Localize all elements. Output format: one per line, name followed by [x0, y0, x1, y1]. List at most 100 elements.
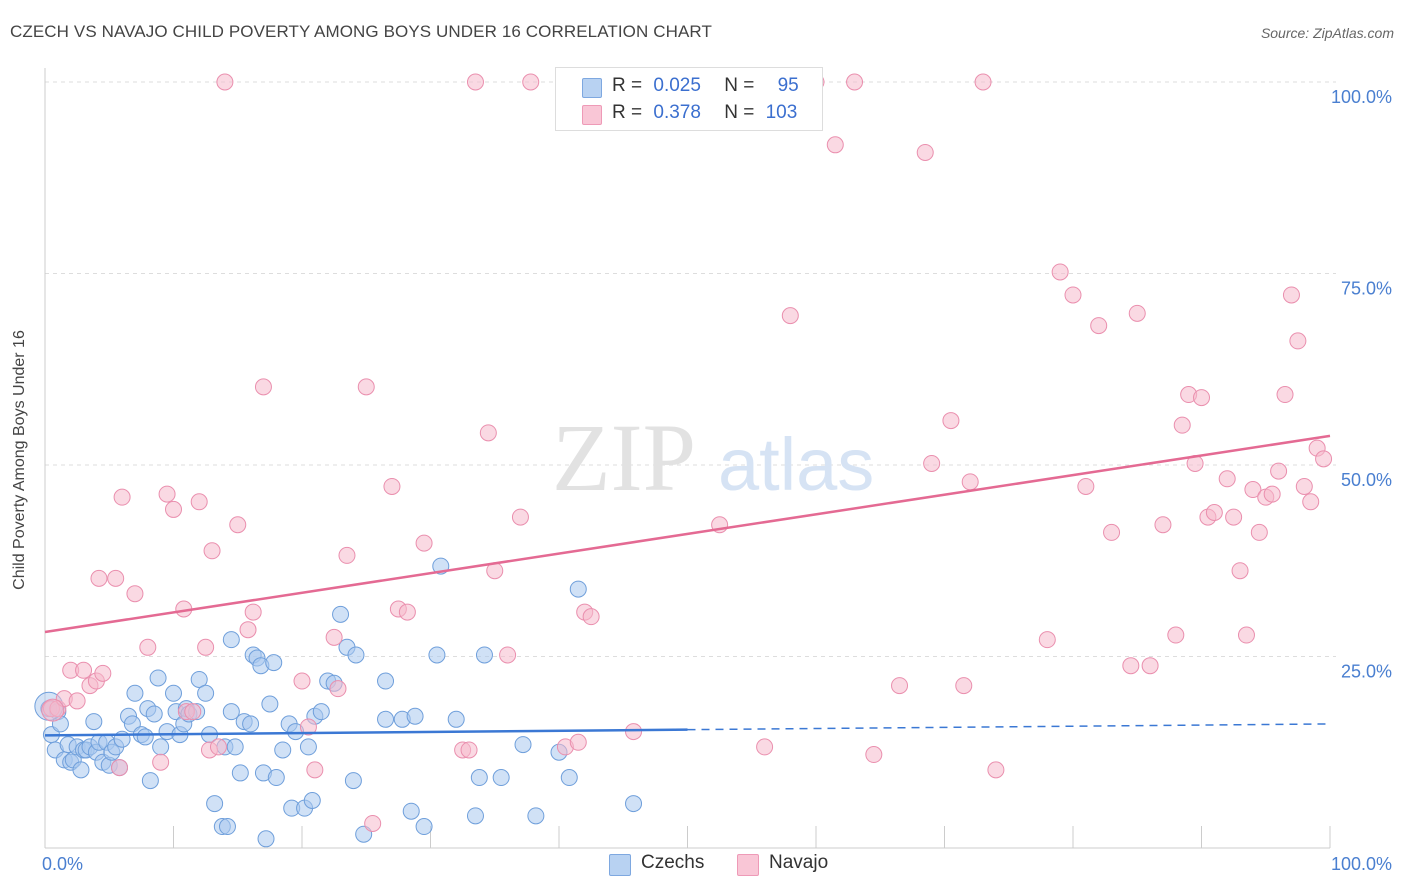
point-navajo-46 — [479, 424, 497, 442]
y-axis-label: Child Poverty Among Boys Under 16 — [11, 330, 28, 590]
legend-r-label: R = — [612, 102, 643, 123]
watermark-atlas: atlas — [718, 423, 874, 506]
point-navajo-88 — [1205, 503, 1223, 521]
legend-r-value-czechs: 0.025 — [653, 75, 701, 96]
point-czechs-31 — [145, 705, 163, 723]
watermark-zip: ZIP — [552, 404, 696, 511]
point-czechs-90 — [492, 769, 510, 787]
point-navajo-102 — [1302, 493, 1320, 511]
point-czechs-78 — [377, 672, 395, 690]
point-navajo-73 — [1051, 263, 1069, 281]
point-czechs-68 — [303, 792, 321, 810]
point-czechs-42 — [190, 670, 208, 688]
point-navajo-71 — [987, 761, 1005, 779]
point-czechs-30 — [141, 772, 159, 790]
bottom-legend-label-czechs: Czechs — [641, 852, 705, 873]
point-czechs-92 — [527, 807, 545, 825]
point-czechs-28 — [136, 728, 154, 746]
point-navajo-96 — [1263, 485, 1281, 503]
point-czechs-94 — [569, 580, 587, 598]
point-czechs-33 — [152, 738, 170, 756]
bottom-legend-swatch-navajo — [737, 854, 759, 876]
legend-swatch-navajo — [582, 105, 602, 125]
point-czechs-60 — [265, 654, 283, 672]
legend-n-value-czechs: 95 — [777, 75, 799, 96]
point-navajo-26 — [216, 73, 234, 91]
point-navajo-17 — [165, 500, 182, 518]
bottom-legend-label-navajo: Navajo — [769, 852, 829, 873]
point-navajo-10 — [107, 569, 125, 587]
point-czechs-32 — [149, 669, 167, 687]
point-navajo-31 — [293, 672, 311, 690]
point-navajo-91 — [1231, 562, 1249, 580]
point-czechs-50 — [226, 738, 244, 756]
point-navajo-90 — [1225, 508, 1243, 526]
point-navajo-89 — [1218, 470, 1236, 488]
point-navajo-67 — [942, 412, 960, 430]
point-navajo-28 — [239, 621, 257, 639]
point-navajo-86 — [1193, 389, 1210, 407]
point-navajo-77 — [1103, 523, 1121, 541]
point-czechs-35 — [165, 684, 182, 702]
point-navajo-13 — [126, 585, 144, 603]
watermark: ZIP atlas — [552, 404, 874, 511]
point-czechs-67 — [299, 738, 317, 756]
point-navajo-52 — [569, 733, 587, 751]
point-czechs-88 — [470, 769, 488, 787]
point-czechs-91 — [514, 736, 532, 754]
point-navajo-104 — [1315, 450, 1333, 468]
grid-lines — [45, 81, 1336, 657]
point-navajo-78 — [1122, 657, 1140, 675]
point-czechs-95 — [560, 769, 578, 787]
point-czechs-10 — [72, 761, 90, 779]
point-czechs-53 — [242, 715, 260, 733]
point-navajo-42 — [415, 534, 433, 552]
point-czechs-79 — [377, 710, 395, 728]
point-czechs-59 — [261, 695, 279, 713]
series-czechs-points — [34, 557, 643, 848]
point-czechs-61 — [267, 769, 285, 787]
point-navajo-80 — [1141, 657, 1159, 675]
point-navajo-cluster — [41, 698, 65, 722]
tick-labels: 25.0% 50.0% 75.0% 100.0% 0.0% 100.0% — [42, 87, 1392, 874]
point-navajo-30 — [254, 378, 272, 396]
correlation-legend: R = 0.025 N = 95 R = 0.378 N = 103 — [555, 67, 823, 131]
point-navajo-16 — [158, 485, 176, 503]
point-navajo-101 — [1295, 477, 1313, 495]
point-navajo-76 — [1090, 317, 1108, 335]
point-navajo-63 — [865, 746, 883, 764]
point-czechs-82 — [406, 707, 424, 725]
point-czechs-14 — [85, 713, 103, 731]
point-navajo-27 — [229, 516, 247, 534]
point-czechs-87 — [466, 807, 484, 825]
point-czechs-76 — [347, 646, 365, 664]
point-navajo-62 — [846, 73, 864, 91]
point-navajo-20 — [184, 703, 202, 721]
point-navajo-32 — [299, 718, 317, 736]
point-navajo-75 — [1077, 477, 1095, 495]
point-czechs-81 — [402, 802, 420, 820]
point-navajo-66 — [923, 454, 941, 472]
point-navajo-83 — [1173, 416, 1191, 434]
y-tick-label-50: 50.0% — [1341, 470, 1392, 490]
point-navajo-58 — [756, 738, 774, 756]
point-navajo-37 — [357, 378, 375, 396]
point-navajo-34 — [325, 628, 343, 646]
point-navajo-29 — [244, 603, 262, 621]
point-navajo-64 — [891, 677, 909, 695]
point-czechs-96 — [625, 795, 643, 813]
point-czechs-26 — [126, 684, 144, 702]
point-czechs-62 — [274, 741, 292, 759]
legend-r-label: R = — [612, 75, 643, 96]
legend-n-label: N = — [724, 75, 755, 96]
trend-line-navajo — [44, 434, 1331, 634]
y-tick-label-75: 75.0% — [1341, 279, 1392, 299]
point-navajo-22 — [197, 638, 215, 656]
point-navajo-93 — [1244, 481, 1262, 499]
x-tick-label-0: 0.0% — [42, 854, 83, 874]
point-navajo-11 — [111, 759, 129, 777]
point-navajo-94 — [1250, 523, 1268, 541]
point-navajo-38 — [364, 814, 382, 832]
point-navajo-82 — [1167, 626, 1185, 644]
point-navajo-99 — [1282, 286, 1300, 304]
